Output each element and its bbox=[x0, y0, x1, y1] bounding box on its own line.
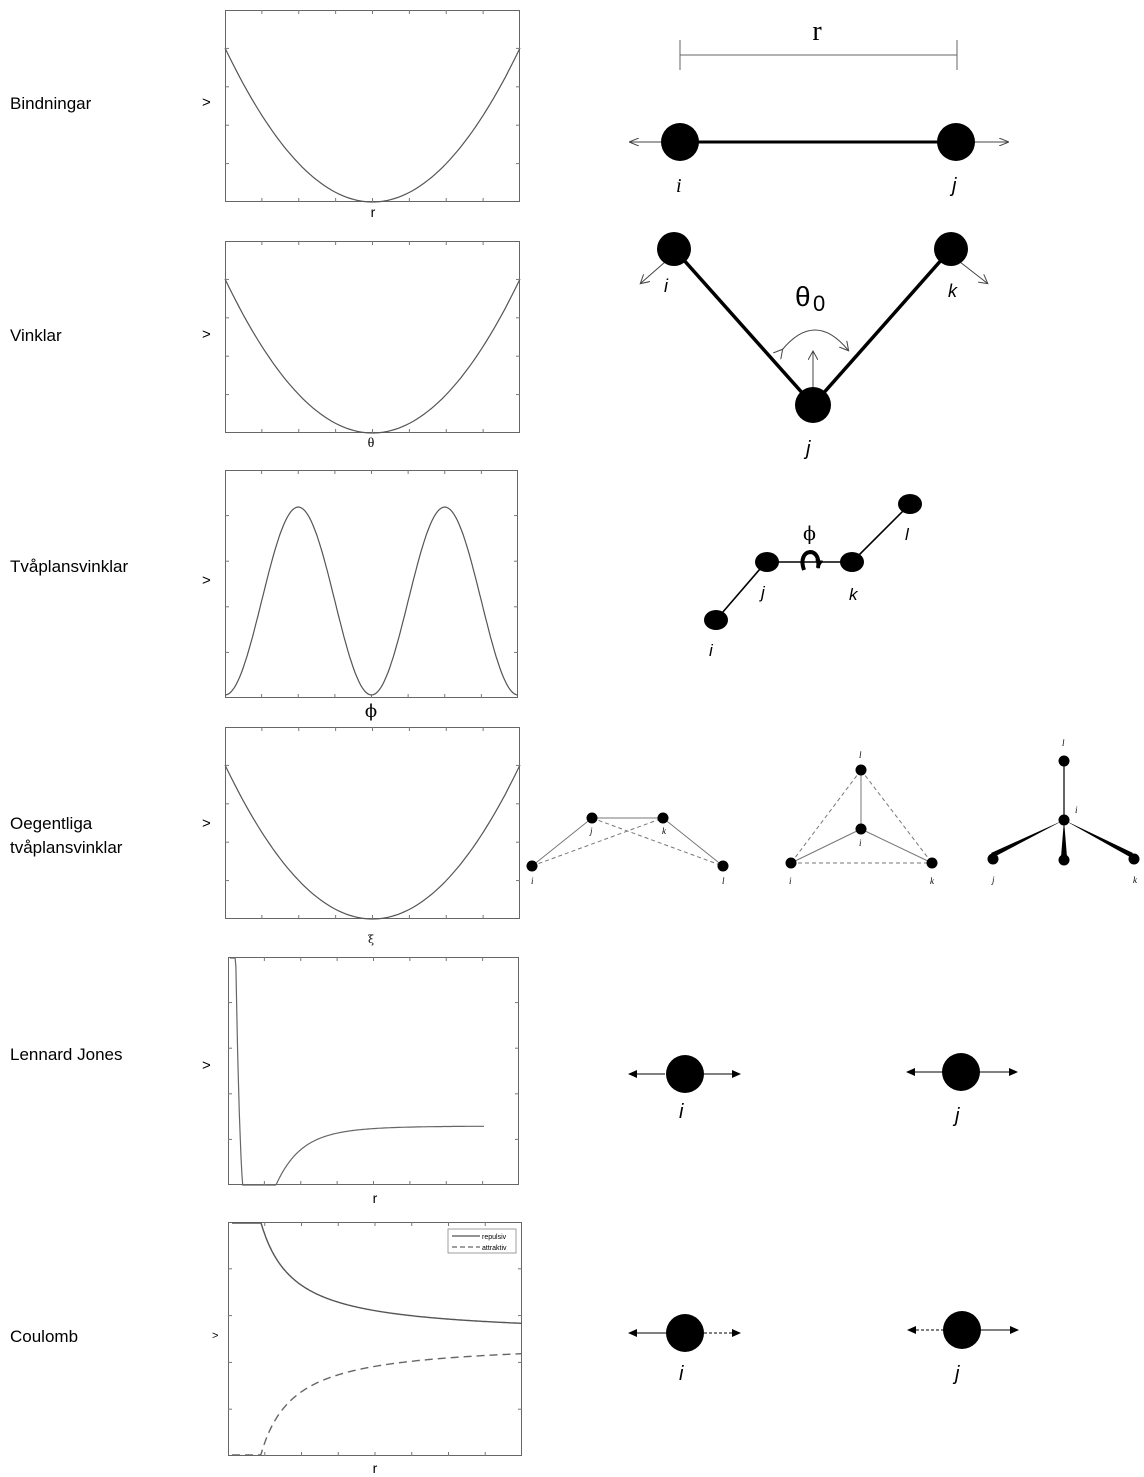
improper1-label-l: l bbox=[722, 876, 725, 886]
row-label-bonds: Bindningar bbox=[10, 94, 92, 113]
bond-diagram: r i j bbox=[630, 16, 1008, 197]
dihedral-phi-label: ϕ bbox=[803, 523, 816, 545]
y-label-dihedrals: > bbox=[202, 572, 211, 589]
row-label-impropers: Oegentliga tvåplansvinklar bbox=[10, 812, 122, 860]
coulomb-legend: repulsiv attraktiv bbox=[447, 1228, 517, 1254]
angle-theta-label: θ bbox=[795, 281, 811, 312]
x-label-impropers: ξ bbox=[367, 933, 375, 946]
atom-l-dihedral bbox=[898, 494, 922, 514]
improper2-label-k: k bbox=[930, 876, 935, 886]
improper1-atom-j bbox=[586, 812, 598, 824]
lj-atom-j-label: j bbox=[952, 1105, 960, 1127]
x-label-angles: θ bbox=[367, 436, 375, 451]
improper2-atom-i bbox=[855, 823, 867, 835]
angle-diagram: i k j θ 0 bbox=[641, 232, 987, 460]
curve-angles bbox=[224, 278, 521, 434]
atom-i-angle bbox=[657, 232, 691, 266]
curve-coulomb-attractive bbox=[232, 1353, 522, 1456]
row-label-impropers-line1: Oegentliga bbox=[10, 814, 93, 833]
improper-diagram-tetrahedral: l i j k bbox=[987, 738, 1140, 885]
improper2-atom-l bbox=[855, 764, 867, 776]
atom-i-bond bbox=[661, 123, 699, 161]
y-label-bonds: > bbox=[202, 94, 211, 111]
improper3-label-j: j bbox=[991, 875, 995, 885]
curve-dihedrals bbox=[224, 506, 519, 696]
improper1-atom-l bbox=[717, 860, 729, 872]
atom-j-angle bbox=[795, 387, 831, 423]
y-label-angles: > bbox=[202, 326, 211, 343]
dihedral-atom-i-label: i bbox=[709, 641, 714, 660]
dihedral-atom-k-label: k bbox=[849, 585, 859, 604]
dihedral-atom-j-label: j bbox=[759, 583, 766, 602]
improper3-atom-center-bottom bbox=[1058, 854, 1070, 866]
lj-atom-i-label: i bbox=[679, 1101, 684, 1123]
improper2-label-i-bottom: i bbox=[789, 876, 792, 886]
improper3-label-i: i bbox=[1075, 805, 1078, 815]
dihedral-atom-l-label: l bbox=[905, 525, 910, 544]
angle-theta-sub: 0 bbox=[813, 291, 825, 316]
improper2-label-i: i bbox=[859, 838, 862, 848]
improper1-label-i: i bbox=[531, 876, 534, 886]
atom-i-dihedral bbox=[704, 610, 728, 630]
improper2-label-l: l bbox=[859, 750, 862, 760]
improper1-label-k: k bbox=[662, 826, 667, 836]
improper3-label-k: k bbox=[1133, 875, 1138, 885]
lj-atom-i bbox=[666, 1055, 704, 1093]
x-label-coulomb: r bbox=[372, 1460, 378, 1476]
row-label-coulomb: Coulomb bbox=[10, 1327, 79, 1346]
row-label-impropers-line2: tvåplansvinklar bbox=[10, 838, 123, 857]
improper-diagram-planar: i j k l bbox=[526, 812, 729, 886]
coulomb-atom-j bbox=[943, 1311, 981, 1349]
x-label-dihedrals: ϕ bbox=[364, 701, 378, 722]
row-label-angles: Vinklar bbox=[10, 326, 62, 345]
lj-diagram: i j bbox=[628, 1053, 1018, 1127]
curve-coulomb-repulsive bbox=[232, 1222, 522, 1324]
atom-j-bond bbox=[937, 123, 975, 161]
angle-atom-j-label: j bbox=[803, 438, 811, 460]
improper3-atom-k bbox=[1128, 853, 1140, 865]
improper1-atom-i bbox=[526, 860, 538, 872]
coulomb-atom-i-label: i bbox=[679, 1363, 684, 1385]
bond-atom-j-label: j bbox=[949, 175, 957, 197]
improper2-atom-j bbox=[785, 857, 797, 869]
improper1-label-j: j bbox=[589, 826, 593, 836]
bond-atom-i-label: i bbox=[676, 175, 682, 197]
y-label-lennard-jones: > bbox=[202, 1057, 211, 1074]
x-label-lennard-jones: r bbox=[372, 1190, 378, 1206]
lj-atom-j bbox=[942, 1053, 980, 1091]
atom-k-angle bbox=[934, 232, 968, 266]
angle-atom-k-label: k bbox=[948, 281, 958, 301]
x-label-bonds: r bbox=[370, 204, 376, 220]
dihedral-diagram: i j k l ϕ bbox=[704, 494, 922, 660]
row-label-dihedrals: Tvåplansvinklar bbox=[10, 557, 129, 576]
improper1-atom-k bbox=[657, 812, 669, 824]
legend-attractive: attraktiv bbox=[482, 1245, 507, 1252]
curve-impropers bbox=[224, 764, 521, 920]
legend-repulsive: repulsiv bbox=[482, 1234, 507, 1241]
improper-diagram-pyramid: l i i k bbox=[785, 750, 938, 886]
axis-ticks bbox=[225, 10, 522, 1456]
atom-j-dihedral bbox=[755, 552, 779, 572]
coulomb-atom-j-label: j bbox=[952, 1363, 960, 1385]
improper3-atom-l bbox=[1058, 755, 1070, 767]
improper3-label-l: l bbox=[1062, 738, 1065, 748]
curve-bonds bbox=[224, 47, 521, 203]
improper3-atom-j bbox=[987, 853, 999, 865]
bond-distance-label: r bbox=[812, 16, 822, 47]
y-label-impropers: > bbox=[202, 815, 211, 832]
angle-atom-i-label: i bbox=[664, 276, 669, 296]
improper2-atom-k bbox=[926, 857, 938, 869]
coulomb-atom-i bbox=[666, 1314, 704, 1352]
coulomb-diagram: i j bbox=[628, 1311, 1019, 1385]
row-label-lennard-jones: Lennard Jones bbox=[10, 1045, 123, 1064]
curve-lennard-jones bbox=[230, 957, 484, 1186]
y-label-coulomb: > bbox=[212, 1330, 219, 1342]
atom-k-dihedral bbox=[840, 552, 864, 572]
improper3-atom-i bbox=[1058, 814, 1070, 826]
